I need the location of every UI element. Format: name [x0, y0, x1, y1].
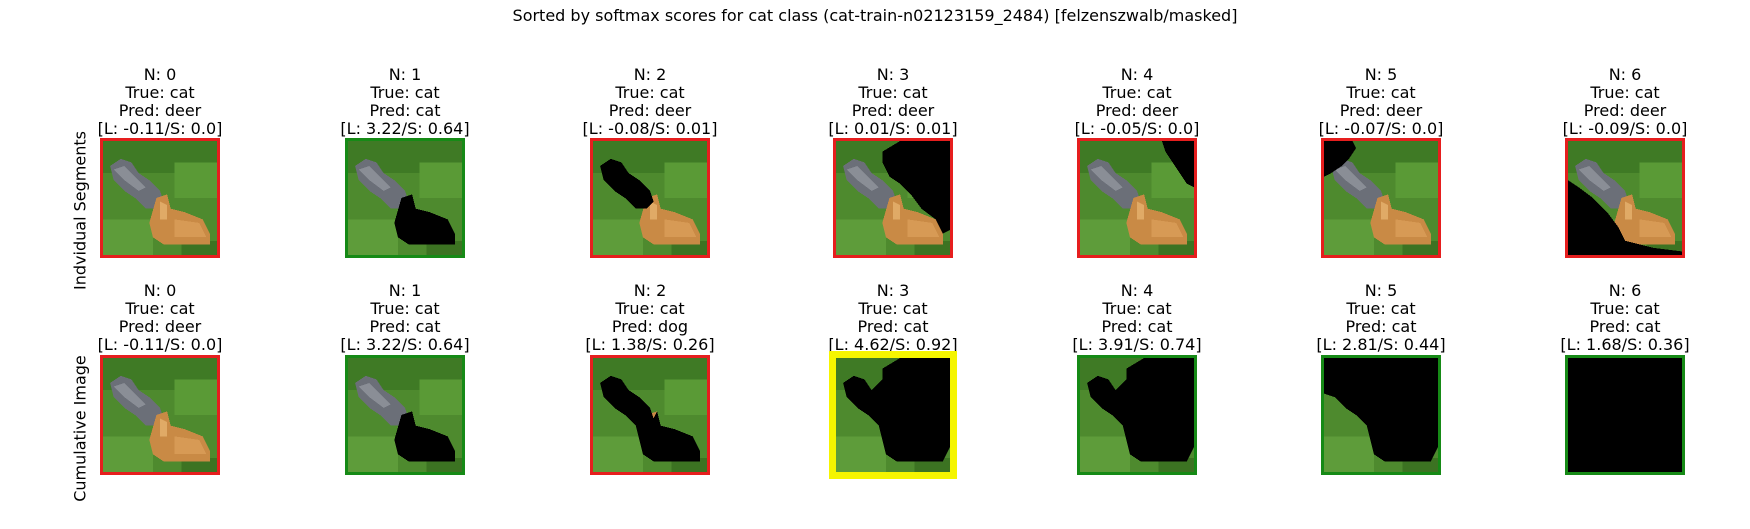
caption-n: N: 6	[1608, 65, 1642, 84]
segment-image	[1565, 355, 1685, 475]
caption-n: N: 0	[143, 65, 177, 84]
caption-ls: [L: 3.91/S: 0.74]	[1072, 335, 1202, 354]
segment-image	[829, 351, 957, 479]
panel-caption: N: 4 True: cat Pred: cat [L: 3.91/S: 0.74]	[1037, 282, 1237, 354]
caption-n: N: 4	[1120, 65, 1154, 84]
caption-true: True: cat	[1346, 299, 1416, 318]
caption-true: True: cat	[1346, 83, 1416, 102]
caption-true: True: cat	[1590, 299, 1660, 318]
caption-true: True: cat	[1590, 83, 1660, 102]
caption-true: True: cat	[1102, 83, 1172, 102]
caption-n: N: 0	[143, 281, 177, 300]
panel-caption: N: 3 True: cat Pred: cat [L: 4.62/S: 0.92]	[793, 282, 993, 354]
caption-pred: Pred: deer	[118, 317, 202, 336]
segment-image	[1321, 355, 1441, 475]
panel-caption: N: 3 True: cat Pred: deer [L: 0.01/S: 0.01]	[793, 66, 993, 138]
caption-n: N: 5	[1364, 281, 1398, 300]
caption-n: N: 2	[633, 65, 667, 84]
caption-pred: Pred: deer	[608, 101, 692, 120]
caption-ls: [L: 1.68/S: 0.36]	[1560, 335, 1690, 354]
panel-caption: N: 5 True: cat Pred: deer [L: -0.07/S: 0.0]	[1281, 66, 1481, 138]
panel-caption: N: 2 True: cat Pred: dog [L: 1.38/S: 0.26]	[550, 282, 750, 354]
caption-ls: [L: 0.01/S: 0.01]	[828, 119, 958, 138]
caption-n: N: 3	[876, 65, 910, 84]
caption-ls: [L: -0.09/S: 0.0]	[1562, 119, 1688, 138]
caption-pred: Pred: cat	[369, 317, 441, 336]
caption-true: True: cat	[125, 299, 195, 318]
caption-pred: Pred: dog	[611, 317, 689, 336]
caption-pred: Pred: deer	[118, 101, 202, 120]
segment-image	[100, 138, 220, 258]
caption-n: N: 3	[876, 281, 910, 300]
segment-image	[1077, 355, 1197, 475]
caption-true: True: cat	[1102, 299, 1172, 318]
caption-pred: Pred: deer	[851, 101, 935, 120]
panel-caption: N: 4 True: cat Pred: deer [L: -0.05/S: 0.0]	[1037, 66, 1237, 138]
caption-pred: Pred: cat	[1101, 317, 1173, 336]
panel-caption: N: 2 True: cat Pred: deer [L: -0.08/S: 0.01…	[550, 66, 750, 138]
caption-ls: [L: -0.11/S: 0.0]	[97, 335, 223, 354]
figure-title: Sorted by softmax scores for cat class (…	[512, 6, 1238, 25]
caption-true: True: cat	[615, 83, 685, 102]
row-label: Cumulative Image	[70, 355, 90, 502]
panel-caption: N: 1 True: cat Pred: cat [L: 3.22/S: 0.64]	[305, 66, 505, 138]
caption-ls: [L: -0.07/S: 0.0]	[1318, 119, 1444, 138]
panel-caption: N: 0 True: cat Pred: deer [L: -0.11/S: 0.0]	[60, 66, 260, 138]
caption-pred: Pred: deer	[1339, 101, 1423, 120]
caption-ls: [L: 3.22/S: 0.64]	[340, 119, 470, 138]
caption-pred: Pred: cat	[1589, 317, 1661, 336]
segment-image	[1077, 138, 1197, 258]
row-label: Indvidual Segments	[70, 131, 90, 290]
caption-pred: Pred: deer	[1583, 101, 1667, 120]
caption-true: True: cat	[615, 299, 685, 318]
caption-n: N: 1	[388, 281, 422, 300]
caption-true: True: cat	[858, 299, 928, 318]
caption-ls: [L: -0.05/S: 0.0]	[1074, 119, 1200, 138]
segment-image	[1565, 138, 1685, 258]
caption-true: True: cat	[370, 83, 440, 102]
caption-ls: [L: 1.38/S: 0.26]	[585, 335, 715, 354]
caption-n: N: 5	[1364, 65, 1398, 84]
caption-n: N: 6	[1608, 281, 1642, 300]
panel-caption: N: 6 True: cat Pred: cat [L: 1.68/S: 0.36]	[1525, 282, 1725, 354]
caption-n: N: 4	[1120, 281, 1154, 300]
caption-pred: Pred: deer	[1095, 101, 1179, 120]
caption-ls: [L: -0.11/S: 0.0]	[97, 119, 223, 138]
caption-ls: [L: -0.08/S: 0.01]	[582, 119, 718, 138]
panel-caption: N: 6 True: cat Pred: deer [L: -0.09/S: 0.0]	[1525, 66, 1725, 138]
caption-ls: [L: 2.81/S: 0.44]	[1316, 335, 1446, 354]
caption-n: N: 2	[633, 281, 667, 300]
caption-pred: Pred: cat	[369, 101, 441, 120]
caption-n: N: 1	[388, 65, 422, 84]
panel-caption: N: 1 True: cat Pred: cat [L: 3.22/S: 0.64]	[305, 282, 505, 354]
segment-image	[590, 138, 710, 258]
caption-true: True: cat	[125, 83, 195, 102]
segment-image	[833, 138, 953, 258]
caption-ls: [L: 4.62/S: 0.92]	[828, 335, 958, 354]
caption-true: True: cat	[370, 299, 440, 318]
caption-pred: Pred: cat	[1345, 317, 1417, 336]
panel-caption: N: 0 True: cat Pred: deer [L: -0.11/S: 0.0]	[60, 282, 260, 354]
segment-image	[345, 355, 465, 475]
segment-image	[100, 355, 220, 475]
panel-caption: N: 5 True: cat Pred: cat [L: 2.81/S: 0.44]	[1281, 282, 1481, 354]
segment-image	[1321, 138, 1441, 258]
segment-image	[345, 138, 465, 258]
caption-ls: [L: 3.22/S: 0.64]	[340, 335, 470, 354]
caption-pred: Pred: cat	[857, 317, 929, 336]
caption-true: True: cat	[858, 83, 928, 102]
segment-image	[590, 355, 710, 475]
